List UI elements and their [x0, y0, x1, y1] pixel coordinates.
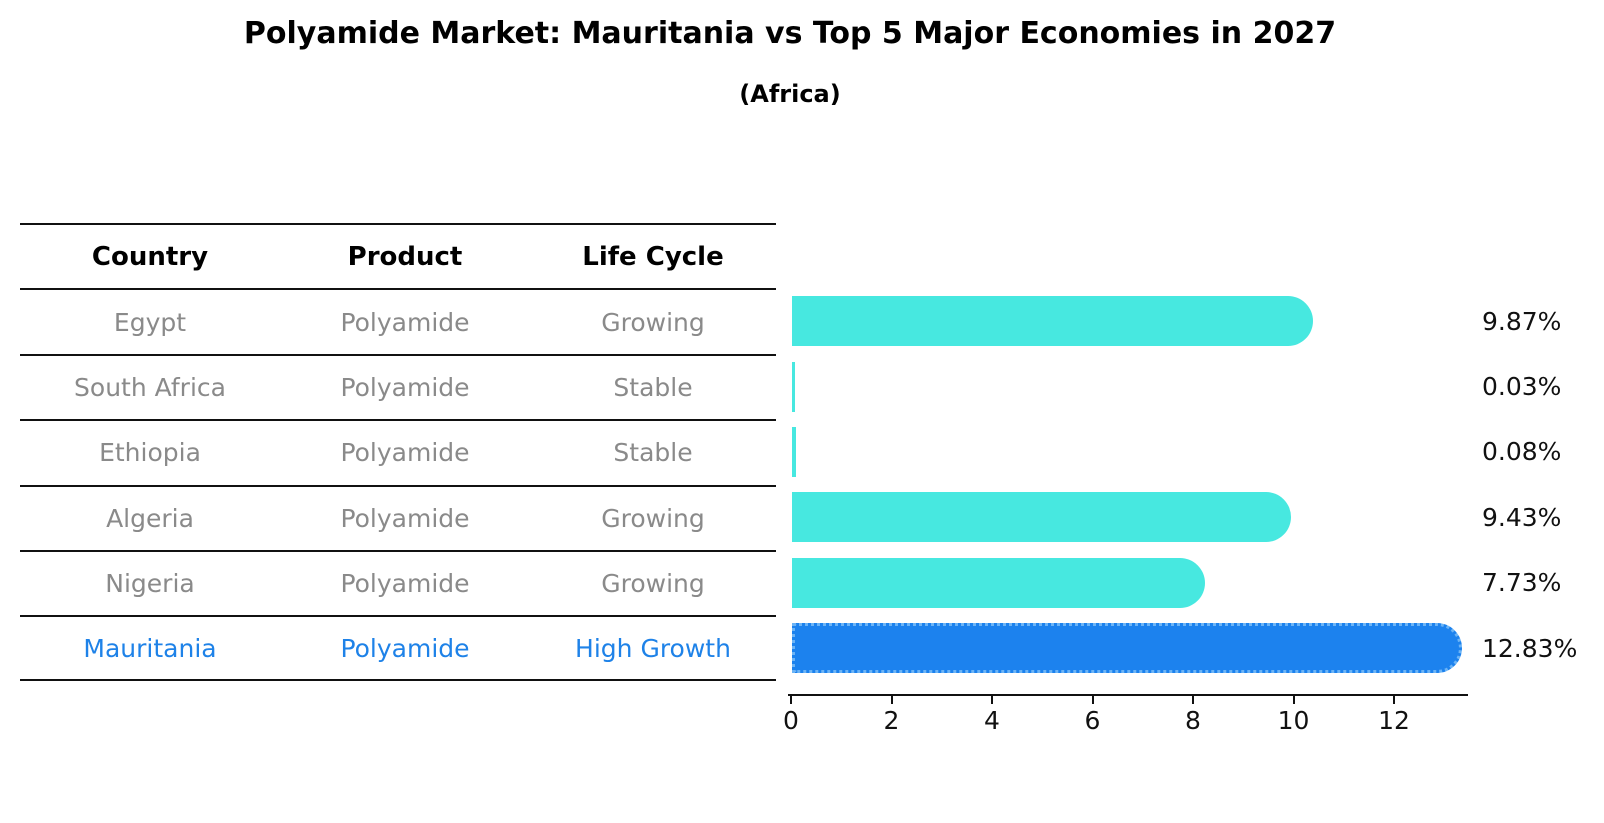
- bar-south-africa: [792, 361, 795, 412]
- table-cell-life-cycle: Stable: [613, 438, 693, 468]
- table-cell-life-cycle: Growing: [601, 569, 705, 599]
- bar-nigeria: [792, 557, 1206, 608]
- table-cell-life-cycle: Stable: [613, 372, 693, 402]
- table-cell-country: South Africa: [74, 372, 226, 402]
- x-axis-tick-label: 0: [783, 706, 799, 735]
- table-header-row: Country Product Life Cycle: [20, 223, 776, 288]
- table-cell-product: Polyamide: [340, 503, 470, 533]
- bar-algeria: [792, 492, 1291, 543]
- table-cell-product: Polyamide: [340, 307, 470, 337]
- table-cell-country: Algeria: [106, 503, 194, 533]
- x-axis-line: [788, 694, 1468, 696]
- value-label: 0.08%: [1482, 437, 1562, 467]
- table-cell-product: Polyamide: [340, 372, 470, 402]
- value-label: 12.83%: [1482, 633, 1578, 663]
- value-label: 9.87%: [1482, 306, 1562, 336]
- table-row: Ethiopia Polyamide Stable: [20, 419, 776, 484]
- x-axis-tick-mark: [991, 696, 993, 704]
- table-row: South Africa Polyamide Stable: [20, 353, 776, 419]
- table-cell-product: Polyamide: [340, 569, 470, 599]
- bar-mauritania: [792, 623, 1462, 674]
- table-header-cell: Life Cycle: [582, 241, 724, 272]
- table-cell-life-cycle: High Growth: [575, 633, 731, 663]
- x-axis-tick-mark: [1091, 696, 1094, 704]
- chart-subtitle: (Africa): [739, 80, 841, 108]
- x-axis-tick-mark: [790, 696, 792, 704]
- table-header-cell: Product: [347, 241, 463, 272]
- value-label: 7.73%: [1482, 568, 1562, 598]
- table-row: Egypt Polyamide Growing: [20, 288, 776, 353]
- x-axis-tick-mark: [1393, 696, 1395, 704]
- table-cell-life-cycle: Growing: [601, 503, 705, 533]
- table-cell-product: Polyamide: [340, 633, 470, 663]
- x-axis-tick-label: 2: [883, 706, 900, 735]
- value-label: 0.03%: [1482, 371, 1562, 401]
- x-axis-tick-label: 6: [1084, 706, 1101, 735]
- table-cell-country: Egypt: [113, 307, 187, 337]
- table-cell-country: Mauritania: [83, 633, 217, 663]
- table-cell-product: Polyamide: [340, 438, 470, 468]
- x-axis-tick-label: 12: [1378, 706, 1410, 735]
- table-cell-country: Nigeria: [105, 569, 195, 599]
- value-label: 9.43%: [1482, 502, 1562, 532]
- table-header-cell: Country: [91, 241, 209, 272]
- x-axis-tick-mark: [1292, 696, 1295, 704]
- x-axis-tick-label: 10: [1277, 706, 1310, 735]
- x-axis-tick-label: 8: [1185, 706, 1201, 735]
- country-table: Country Product Life Cycle Egypt Polyamide Gr…: [20, 223, 776, 681]
- x-axis-tick-mark: [890, 696, 893, 704]
- table-row: Mauritania Polyamide High Growth: [20, 615, 776, 681]
- table-row: Algeria Polyamide Growing: [20, 484, 776, 550]
- table-cell-life-cycle: Growing: [601, 307, 705, 337]
- chart-title: Polyamide Market: Mauritania vs Top 5 Ma…: [243, 16, 1337, 51]
- x-axis-tick-label: 4: [984, 706, 1000, 735]
- x-axis-tick-mark: [1192, 696, 1194, 704]
- table-row: Nigeria Polyamide Growing: [20, 549, 776, 615]
- bar-egypt: [792, 296, 1313, 347]
- bar-ethiopia: [792, 426, 797, 477]
- table-cell-country: Ethiopia: [99, 438, 201, 468]
